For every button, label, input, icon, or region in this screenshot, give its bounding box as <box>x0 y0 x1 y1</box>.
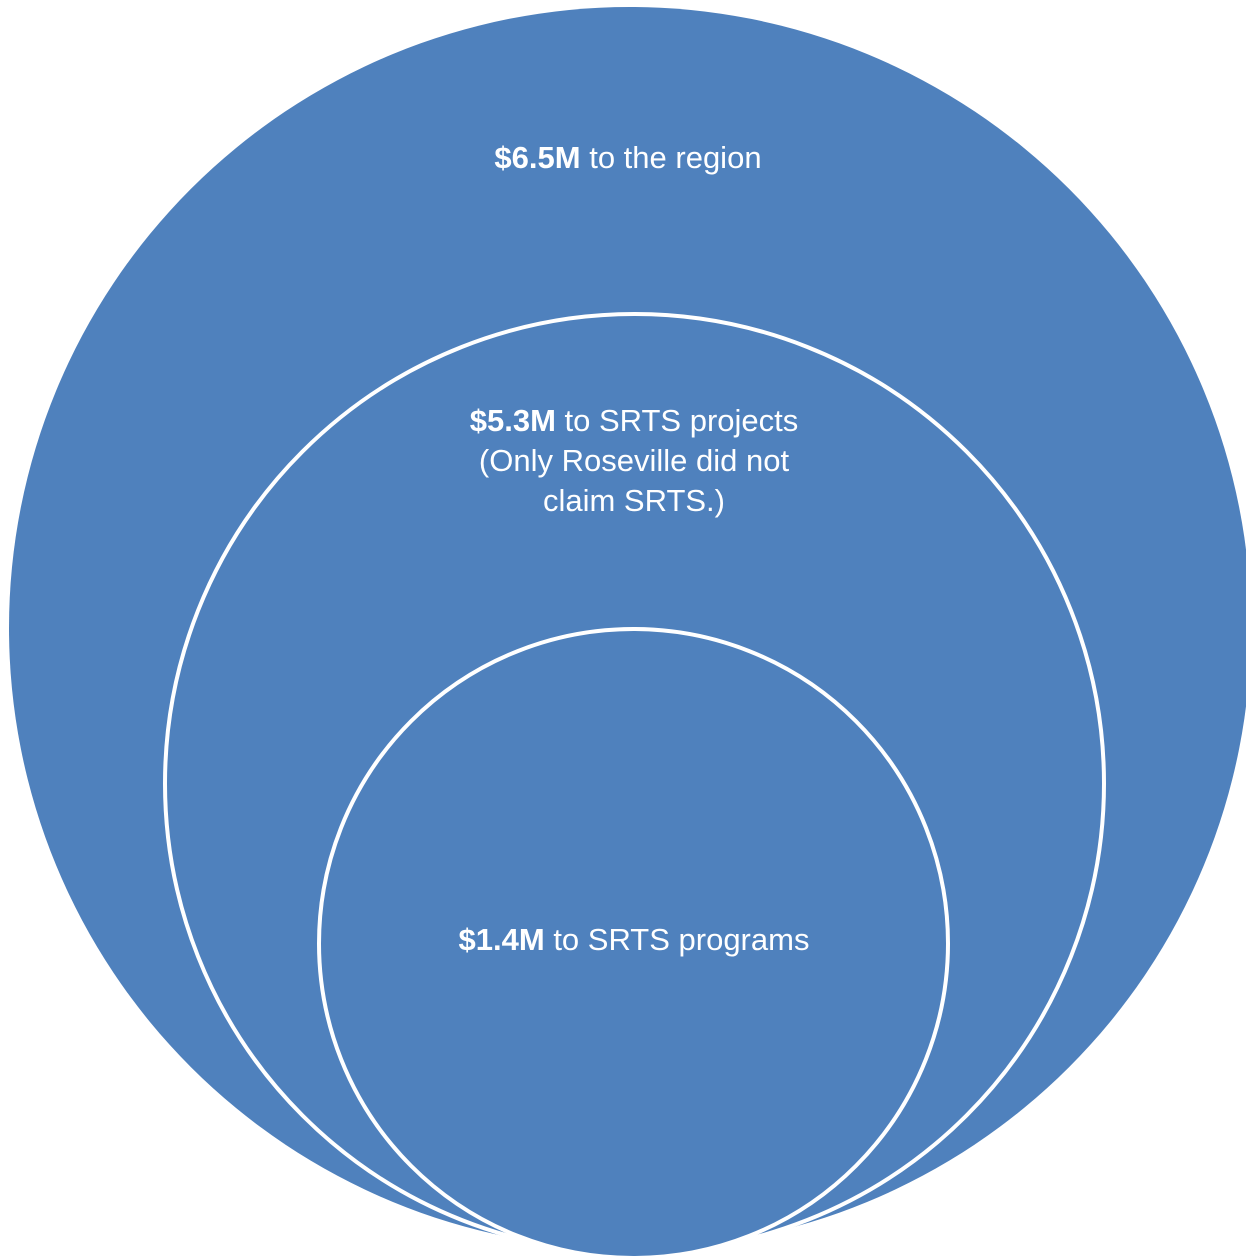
srts-projects-note-line2: claim SRTS.) <box>542 483 725 518</box>
srts-projects-amount: $5.3M <box>469 403 556 438</box>
srts-programs-text: to SRTS programs <box>544 922 810 957</box>
srts-projects-line: $5.3M to SRTS projects <box>327 401 941 441</box>
srts-programs-label: $1.4M to SRTS programs <box>327 920 941 960</box>
srts-projects-text: to SRTS projects <box>555 403 799 438</box>
region-label: $6.5M to the region <box>0 138 1246 178</box>
srts-projects-note-line1: (Only Roseville did not <box>478 443 790 478</box>
srts-projects-label: $5.3M to SRTS projects (Only Roseville d… <box>327 401 941 521</box>
region-text: to the region <box>580 140 762 175</box>
region-amount: $6.5M <box>494 140 581 175</box>
srts-programs-amount: $1.4M <box>458 922 545 957</box>
